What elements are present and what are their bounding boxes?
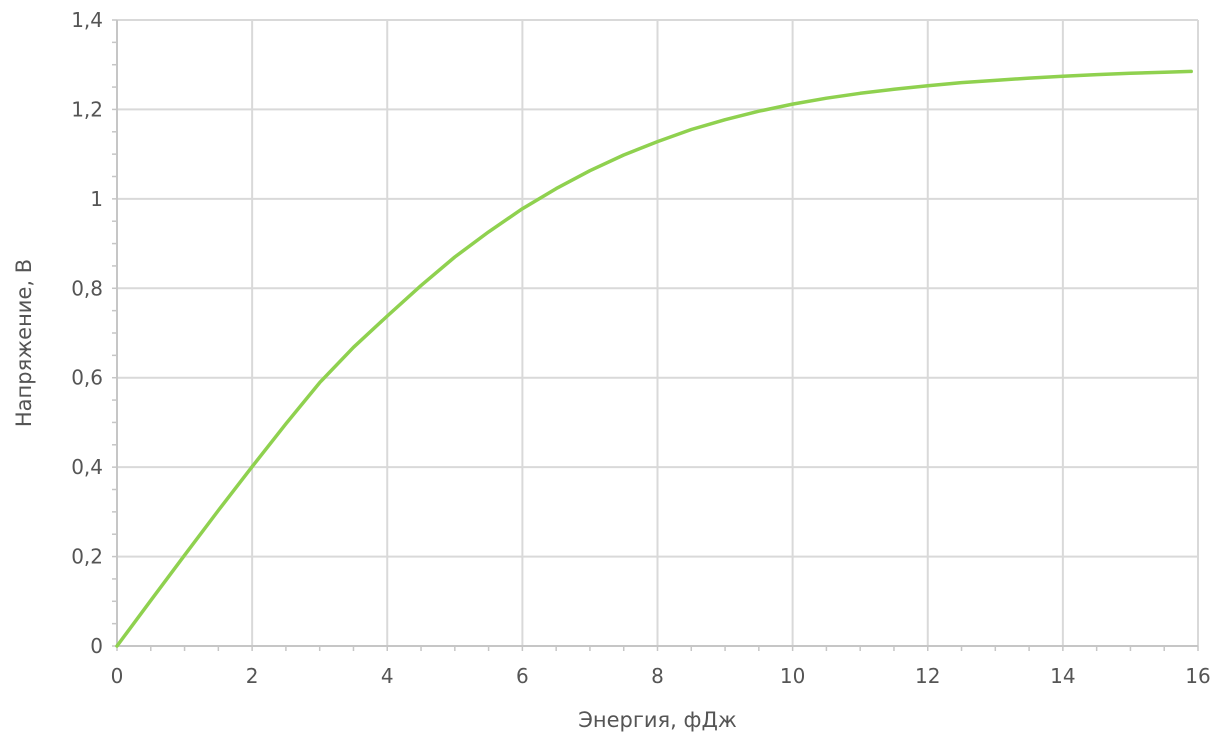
x-tick-label: 16 (1185, 664, 1210, 688)
x-tick-label: 12 (915, 664, 940, 688)
y-tick-label: 0 (90, 634, 103, 658)
x-tick-label: 0 (111, 664, 124, 688)
x-tick-label: 6 (516, 664, 529, 688)
minor-ticks (112, 19, 1199, 651)
x-tick-labels: 0 2 4 6 8 10 12 14 16 (111, 664, 1211, 688)
y-tick-label: 0,4 (71, 455, 103, 479)
y-tick-labels: 0 0,2 0,4 0,6 0,8 1 1,2 1,4 (71, 8, 103, 658)
y-tick-label: 1 (90, 187, 103, 211)
x-tick-label: 2 (246, 664, 259, 688)
y-tick-label: 0,6 (71, 366, 103, 390)
series (115, 69, 1193, 648)
grid (117, 19, 1199, 646)
x-tick-label: 14 (1050, 664, 1075, 688)
y-tick-label: 1,2 (71, 97, 103, 121)
y-tick-label: 0,2 (71, 545, 103, 569)
y-axis-title: Напряжение, В (12, 259, 36, 427)
x-tick-label: 10 (780, 664, 805, 688)
series-line (115, 69, 1193, 648)
x-tick-label: 8 (651, 664, 664, 688)
x-axis-title: Энергия, фДж (578, 708, 737, 732)
y-tick-label: 0,8 (71, 276, 103, 300)
x-tick-label: 4 (381, 664, 394, 688)
y-tick-label: 1,4 (71, 8, 103, 32)
